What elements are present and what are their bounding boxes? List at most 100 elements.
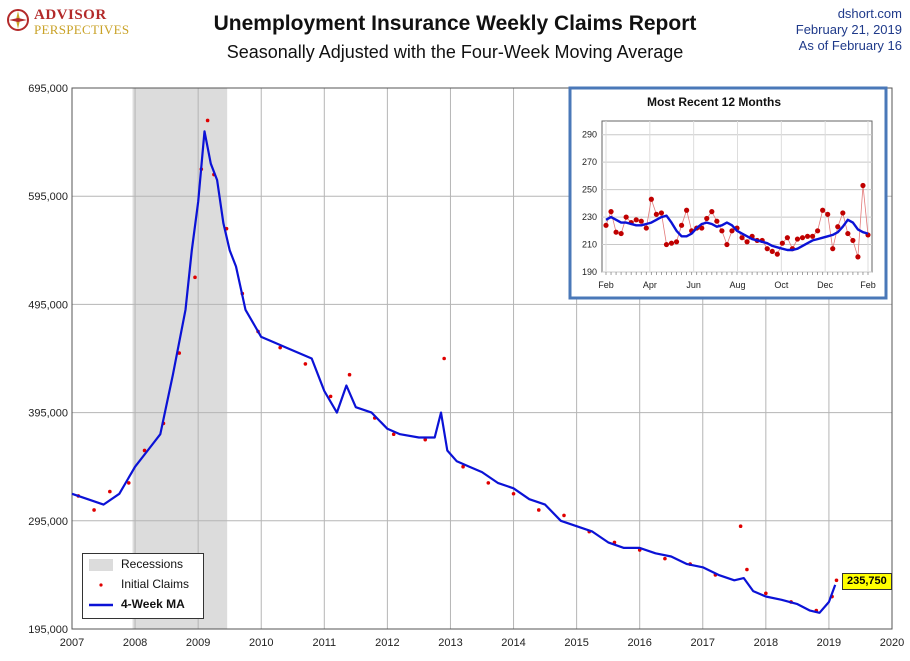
y-tick-label: 695,000 [28,83,68,95]
claims-point [142,448,147,453]
legend-label-ma: 4-Week MA [121,597,185,611]
x-tick-label: 2017 [691,637,715,649]
y-tick-label: 495,000 [28,299,68,311]
chart-title: Unemployment Insurance Weekly Claims Rep… [213,12,697,35]
advisor-perspectives-logo: ADVISOR PERSPECTIVES [6,6,146,40]
inset-claims-point [678,222,685,228]
legend-label-recessions: Recessions [121,557,184,571]
y-tick-label: 395,000 [28,408,68,420]
claims-point [92,508,96,512]
inset-claims-point [653,211,659,217]
claims-point [562,513,566,518]
x-tick-label: 2010 [249,637,273,649]
claims-point [834,578,839,583]
claims-point [745,567,749,572]
inset-claims-point [739,235,745,241]
inset-claims-point [804,233,811,239]
inset-y-tick-label: 210 [582,240,597,250]
inset-claims-point [779,240,785,246]
inset-claims-point [784,235,790,241]
inset-claims-point [704,215,710,222]
chart-subtitle: Seasonally Adjusted with the Four-Week M… [226,42,684,62]
inset-claims-point [684,207,690,213]
plot-frame [71,87,893,630]
legend-label-claims: Initial Claims [121,577,190,591]
compass-logo-icon [7,9,29,31]
inset-title: Most Recent 12 Months [647,95,781,109]
inset-claims-point [855,254,861,260]
logo-text-perspectives: PERSPECTIVES [34,22,130,37]
inset-claims-point [744,239,750,245]
as-of-date: As of February 16 [798,38,902,53]
claims-point [511,491,516,496]
claims-point [663,556,667,561]
x-tick-label: 2012 [375,637,399,649]
y-tick-label: 195,000 [28,624,68,636]
legend-swatch-claims [99,583,103,587]
inset-claims-point [830,246,836,252]
x-tick-label: 2013 [438,637,462,649]
inset-claims-point [719,228,725,234]
inset-claims-point [809,233,816,239]
inset-y-tick-label: 230 [582,212,597,222]
x-tick-label: 2008 [123,637,147,649]
claims-point [108,489,112,494]
inset-claims-point [714,218,720,224]
recession-band [132,88,228,629]
legend: Recessions Initial Claims 4-Week MA [82,553,204,619]
inset-claims-point [668,240,675,246]
claims-point [391,432,396,437]
inset-x-tick-label: Feb [860,280,876,290]
x-tick-label: 2018 [754,637,778,649]
inset-claims-point [613,229,619,235]
legend-swatch-recessions [89,559,113,571]
claims-point [193,275,197,280]
claims-point [442,356,446,361]
inset-claims-point [709,209,715,215]
source-site: dshort.com [837,6,902,21]
source-block: dshort.com February 21, 2019 As of Febru… [796,6,902,54]
claims-point [461,464,465,469]
inset-claims-point [724,241,730,248]
claims-point [764,591,768,596]
x-tick-label: 2019 [817,637,841,649]
y-tick-label: 595,000 [28,191,68,203]
y-tick-label: 295,000 [28,516,68,528]
inset-claims-point [774,251,780,257]
inset-claims-point [794,236,801,242]
inset-x-tick-label: Dec [817,280,834,290]
claims-point [205,118,210,123]
inset-claims-point [618,230,624,237]
logo-text-advisor: ADVISOR [34,7,107,23]
inset-x-tick-label: Apr [643,280,657,290]
claims-point [423,437,428,442]
inset-y-tick-label: 270 [582,157,597,167]
inset-frame [568,86,888,300]
inset-claims-point [608,209,614,215]
inset-claims-point [799,235,806,241]
legend-swatch-ma [89,603,113,607]
latest-value-callout: 235,750 [842,573,892,590]
inset-claims-point [820,207,826,213]
inset-x-tick-label: Oct [774,280,789,290]
x-tick-label: 2014 [501,637,525,649]
inset-claims-point [764,246,770,252]
inset-claims-point [673,239,680,245]
inset-claims-point [643,225,649,231]
inset-claims-point [729,228,735,234]
inset-claims-point [633,217,639,223]
inset-y-tick-label: 290 [582,130,597,140]
claims-point [536,508,541,512]
claims-point [303,362,308,366]
x-tick-label: 2020 [880,637,904,649]
inset-claims-point [769,248,775,255]
inset-y-tick-label: 250 [582,185,597,195]
inset-claims-point [850,237,856,244]
claims-point [738,524,743,529]
x-tick-label: 2007 [60,637,84,649]
claims-point [126,481,131,485]
claims-point [486,481,491,485]
ma-series-line [71,130,837,614]
inset-x-tick-label: Jun [686,280,701,290]
